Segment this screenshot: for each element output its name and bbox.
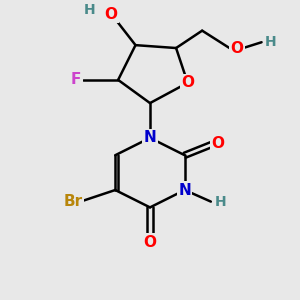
Text: Br: Br xyxy=(64,194,83,209)
Text: H: H xyxy=(83,3,95,17)
Text: O: O xyxy=(143,235,157,250)
Text: O: O xyxy=(104,7,117,22)
Text: N: N xyxy=(144,130,156,146)
Text: O: O xyxy=(212,136,225,151)
Text: F: F xyxy=(71,72,81,87)
Text: H: H xyxy=(264,35,276,49)
Text: O: O xyxy=(230,40,243,56)
Text: O: O xyxy=(181,75,194,90)
Text: H: H xyxy=(215,195,227,208)
Text: N: N xyxy=(178,182,191,197)
